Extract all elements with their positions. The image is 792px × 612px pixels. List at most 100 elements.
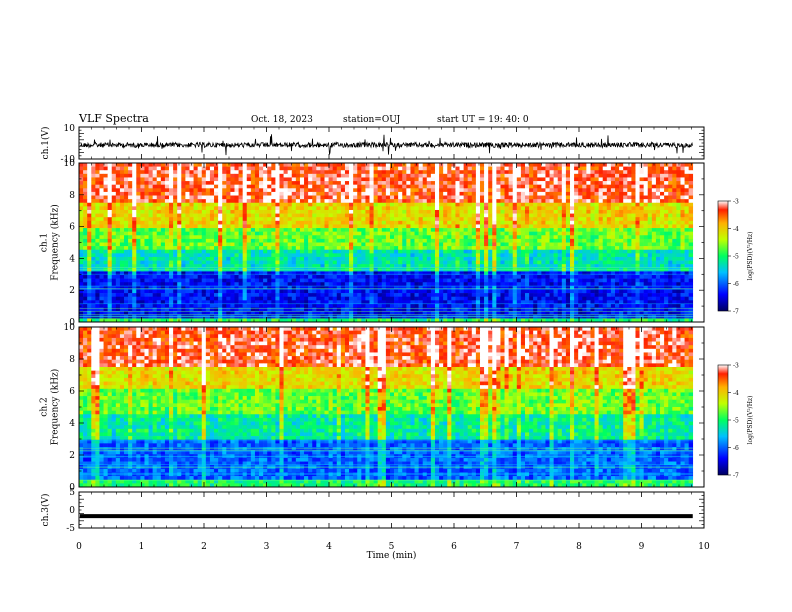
ch1-spectrogram-cell xyxy=(132,202,137,207)
ch1-spectrogram-cell xyxy=(439,173,444,178)
ch1-spectrogram-cell xyxy=(95,278,100,283)
ch1-spectrogram-cell xyxy=(430,195,436,200)
ch1-spectrogram-cell xyxy=(488,235,493,240)
ch1-spectrogram-cell xyxy=(234,199,239,204)
ch1-spectrogram-cell xyxy=(111,271,117,276)
ch1-spectrogram-cell xyxy=(222,228,227,232)
ch1-spectrogram-cell xyxy=(639,260,644,265)
ch1-spectrogram-cell xyxy=(185,271,190,276)
ch1-spectrogram-cell xyxy=(655,184,661,189)
ch1-spectrogram-cell xyxy=(115,209,121,214)
ch1-spectrogram-cell xyxy=(590,199,595,204)
ch1-spectrogram-cell xyxy=(586,177,591,182)
ch1-spectrogram-cell xyxy=(639,173,644,178)
ch1-spectrogram-cell xyxy=(365,166,370,171)
ch1-spectrogram-cell xyxy=(107,199,113,204)
ch1-spectrogram-cell xyxy=(365,220,370,225)
ch1-spectrogram-cell xyxy=(365,213,370,218)
ch1-spectrogram-cell xyxy=(193,209,198,214)
ch1-spectrogram-cell xyxy=(553,264,559,269)
ch1-spectrogram-cell xyxy=(610,242,616,247)
ch1-spectrogram-cell xyxy=(619,184,624,189)
ch1-spectrogram-cell xyxy=(83,188,88,193)
ch1-spectrogram-cell xyxy=(537,246,542,251)
ch1-spectrogram-cell xyxy=(631,235,636,240)
ch1-spectrogram-cell xyxy=(627,235,632,240)
ch1-spectrogram-cell xyxy=(398,181,403,185)
ch1-spectrogram-cell xyxy=(606,166,612,171)
ch1-spectrogram-cell xyxy=(660,235,665,240)
ch1-spectrogram-cell xyxy=(570,260,575,265)
ch1-spectrogram-cell xyxy=(340,235,346,240)
ch1-spectrogram-cell xyxy=(389,271,395,276)
ch1-spectrogram-cell xyxy=(214,249,219,254)
ch1-spectrogram-cell xyxy=(214,184,219,189)
ch1-spectrogram-cell xyxy=(381,173,387,178)
ch1-spectrogram-cell xyxy=(254,199,260,204)
ch1-spectrogram-cell xyxy=(512,246,518,251)
ch1-spectrogram-cell xyxy=(688,206,694,211)
ch1-spectrogram-cell xyxy=(619,206,624,211)
ch1-spectrogram-cell xyxy=(516,173,522,178)
ch1-spectrogram-cell xyxy=(91,220,96,225)
ch1-spectrogram-cell xyxy=(316,199,321,204)
ch1-spectrogram-cell xyxy=(115,166,121,171)
ch1-spectrogram-cell xyxy=(193,249,198,254)
ch1-spectrogram-cell xyxy=(185,206,190,211)
ch1-spectrogram-cell xyxy=(578,166,583,171)
ch1-spectrogram-cell xyxy=(95,275,100,279)
ch1-spectrogram-cell xyxy=(83,202,88,207)
ch1-spectrogram-cell xyxy=(169,177,174,182)
ch1-spectrogram-cell xyxy=(610,220,616,225)
ch1-spectrogram-cell xyxy=(394,209,399,214)
ch1-spectrogram-cell xyxy=(602,188,608,193)
ch1-spectrogram-cell xyxy=(87,231,92,236)
ch1-spectrogram-cell xyxy=(83,217,88,222)
ch1-spectrogram-cell xyxy=(475,173,481,178)
ch1-spectrogram-cell xyxy=(259,275,264,279)
ch1-spectrogram-cell xyxy=(451,224,456,229)
ch1-spectrogram-cell xyxy=(627,166,632,171)
ch1-spectrogram-cell xyxy=(250,224,256,229)
ch1-spectrogram-cell xyxy=(406,166,411,171)
ch1-spectrogram-cell xyxy=(373,170,378,175)
ch1-spectrogram-cell xyxy=(631,195,636,200)
ch1-spectrogram-cell xyxy=(299,224,305,229)
ch1-spectrogram-cell xyxy=(95,202,100,207)
ch1-spectrogram-cell xyxy=(512,256,518,261)
ch1-spectrogram-cell xyxy=(545,166,550,171)
ch1-spectrogram-cell xyxy=(242,163,248,167)
ch1-spectrogram-cell xyxy=(594,188,599,193)
ch1-spectrogram-cell xyxy=(263,209,268,214)
ch1-spectrogram-cell xyxy=(189,188,194,193)
ch1-spectrogram-cell xyxy=(688,209,694,214)
ch1-spectrogram-cell xyxy=(299,191,305,196)
ch1-spectrogram-cell xyxy=(324,202,329,207)
ch1-spectrogram-cell xyxy=(389,184,395,189)
ch1-spectrogram-cell xyxy=(561,228,567,232)
ch1-spectrogram-cell xyxy=(688,170,694,175)
ch1-spectrogram-cell xyxy=(443,217,448,222)
ch1-spectrogram-cell xyxy=(610,260,616,265)
ch1-spectrogram-cell xyxy=(426,275,432,279)
ch1-spectrogram-cell xyxy=(512,253,518,258)
ch1-spectrogram-cell xyxy=(586,220,591,225)
ch1-spectrogram-cell xyxy=(79,278,84,283)
ch1-spectrogram-cell xyxy=(353,238,358,243)
ch1-spectrogram-cell xyxy=(115,278,121,283)
ch1-spectrogram-cell xyxy=(177,271,182,276)
ch1-spectrogram-cell xyxy=(144,209,149,214)
ch1-spectrogram-cell xyxy=(128,163,133,167)
ch1-spectrogram-cell xyxy=(336,231,342,236)
ch1-spectrogram-cell xyxy=(357,177,362,182)
ch1-spectrogram-cell xyxy=(512,231,518,236)
ch1-spectrogram-cell xyxy=(250,177,256,182)
ch1-spectrogram-cell xyxy=(353,249,358,254)
ch1-spectrogram-cell xyxy=(451,191,456,196)
ch1-spectrogram-cell xyxy=(479,195,485,200)
ch1-spectrogram-cell xyxy=(189,206,194,211)
ch1-spectrogram-cell xyxy=(320,177,325,182)
ch1-spectrogram-cell xyxy=(635,249,640,254)
ch1-spectrogram-cell xyxy=(426,173,432,178)
ch1-spectrogram-cell xyxy=(316,278,321,283)
